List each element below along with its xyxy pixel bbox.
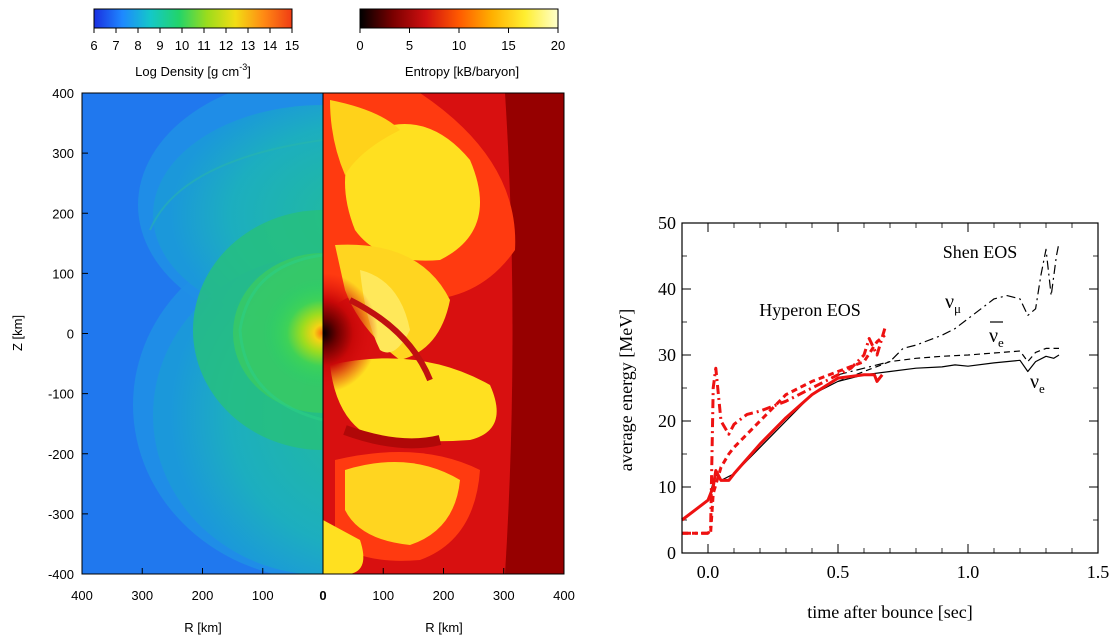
left-y-tick-label: -400 — [48, 567, 74, 582]
colorbar-tick-label: 15 — [501, 38, 515, 53]
left-x-tick-label: 300 — [131, 588, 153, 603]
left-y-tick-label: 0 — [67, 327, 74, 342]
simulation-panel: 400 300 200 100 0 -100 -200 -300 -400 400 300 200 1… — [10, 86, 575, 635]
chart-y-tick-label: 0 — [667, 543, 676, 563]
chart-x-tick-label: 0.0 — [697, 562, 720, 582]
colorbar-tick-label: 13 — [241, 38, 255, 53]
colorbar-tick-label: 15 — [285, 38, 299, 53]
annotation-nu-mu: νμ — [945, 291, 961, 316]
annotation-hyperon-eos: Hyperon EOS — [759, 300, 861, 320]
chart-y-tick-label: 10 — [658, 477, 676, 497]
density-colorbar-ticks: 6 7 8 9 10 11 12 13 14 15 — [90, 28, 299, 53]
colorbar-tick-label: 5 — [406, 38, 413, 53]
chart-y-tick-label: 30 — [658, 345, 676, 365]
chart-xlabel: time after bounce [sec] — [807, 602, 972, 622]
left-x-tick-label-center: 0 — [319, 588, 326, 603]
density-colorbar-label: Log Density [g cm-3] — [135, 62, 251, 79]
colorbar-tick-label: 9 — [156, 38, 163, 53]
left-x-tick-label: 400 — [71, 588, 93, 603]
colorbar-tick-label: 8 — [134, 38, 141, 53]
series-line-hyperon-solid — [681, 373, 884, 522]
left-y-tick-label: 400 — [52, 86, 74, 101]
chart-x-tick-label: 1.5 — [1087, 562, 1110, 582]
left-x-label-left: R [km] — [184, 620, 222, 635]
entropy-colorbar-ticks: 0 5 10 15 20 — [356, 28, 565, 53]
svg-text:νe: νe — [989, 325, 1004, 350]
annotation-nu-e: νe — [1030, 371, 1045, 396]
chart-ylabel: average energy [MeV] — [616, 309, 636, 472]
left-y-tick-label: 300 — [52, 146, 74, 161]
colorbar-tick-label: 11 — [197, 38, 211, 53]
left-y-tick-label: -300 — [48, 507, 74, 522]
colorbar-tick-label: 7 — [112, 38, 119, 53]
colorbar-tick-label: 6 — [90, 38, 97, 53]
chart-x-tick-label: 0.5 — [827, 562, 850, 582]
colorbar-tick-label: 10 — [175, 38, 189, 53]
left-y-axis-label: Z [km] — [10, 315, 25, 351]
left-x-ticks: 400 300 200 100 0 100 200 300 400 — [71, 568, 575, 603]
left-y-tick-label: -100 — [48, 387, 74, 402]
series-line-hyperon-dashdot — [682, 328, 887, 535]
left-y-tick-label: -200 — [48, 447, 74, 462]
left-x-tick-label: 100 — [372, 588, 394, 603]
annotation-nu-e-bar: νe — [989, 321, 1004, 350]
energy-chart-frame — [681, 222, 1099, 554]
annotation-shen-eos: Shen EOS — [943, 242, 1018, 262]
chart-x-tick-label: 1.0 — [957, 562, 980, 582]
chart-y-tick-label: 20 — [658, 411, 676, 431]
colorbar-tick-label: 20 — [551, 38, 565, 53]
energy-chart-ticks: 0.0 0.5 1.0 1.5 0 10 20 30 40 50 — [658, 213, 1109, 582]
density-colorbar-bar — [93, 8, 293, 29]
entropy-map — [323, 93, 564, 574]
colorbar-tick-label: 0 — [356, 38, 363, 53]
colorbar-tick-label: 14 — [263, 38, 277, 53]
chart-y-tick-label: 40 — [658, 279, 676, 299]
left-y-tick-label: 100 — [52, 266, 74, 281]
series-line-shen-dashed — [837, 347, 1059, 382]
left-y-ticks: 400 300 200 100 0 -100 -200 -300 -400 — [48, 86, 88, 582]
left-x-tick-label: 200 — [433, 588, 455, 603]
chart-y-tick-label: 50 — [658, 213, 676, 233]
colorbar-tick-label: 10 — [452, 38, 466, 53]
colorbar-tick-label: 12 — [219, 38, 233, 53]
entropy-colorbar: 0 5 10 15 20 Entropy [kB/baryon] — [356, 8, 565, 79]
density-map — [82, 93, 323, 574]
entropy-colorbar-label: Entropy [kB/baryon] — [405, 64, 519, 79]
left-x-tick-label: 100 — [252, 588, 274, 603]
left-y-tick-label: 200 — [52, 206, 74, 221]
left-x-tick-label: 200 — [192, 588, 214, 603]
left-x-tick-label: 300 — [493, 588, 515, 603]
series-line-shen-solid — [681, 354, 1060, 521]
energy-chart: 0.0 0.5 1.0 1.5 0 10 20 30 40 50 time after bounc… — [616, 213, 1109, 622]
left-x-label-right: R [km] — [425, 620, 463, 635]
series-line-shen-dashdot — [837, 242, 1060, 376]
entropy-colorbar-bar — [359, 8, 559, 29]
energy-chart-series — [681, 242, 1060, 535]
density-colorbar: 6 7 8 9 10 11 12 13 14 15 Log Density [g cm-3] — [90, 8, 299, 79]
left-x-tick-label: 400 — [553, 588, 575, 603]
